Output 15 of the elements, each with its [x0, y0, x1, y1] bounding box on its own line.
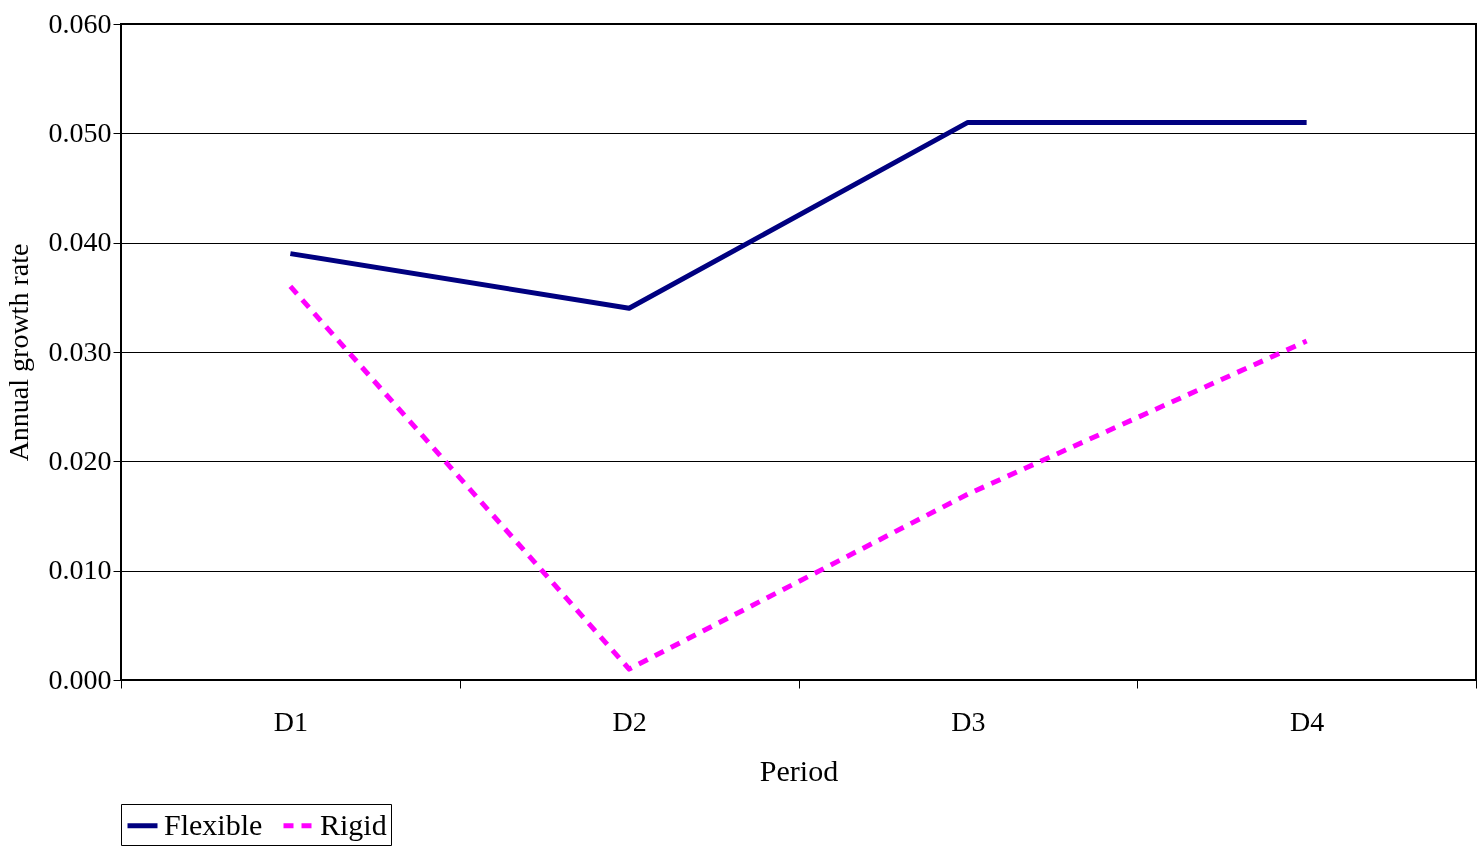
x-tick-label: D2 — [612, 705, 647, 737]
y-tick-label: 0.030 — [48, 335, 112, 367]
legend-label: Rigid — [320, 807, 387, 841]
x-tick-label: D3 — [951, 705, 986, 737]
x-axis-title: Period — [759, 753, 839, 787]
y-tick-label: 0.050 — [48, 116, 112, 148]
y-tick-label: 0.000 — [48, 663, 112, 695]
y-axis-title: Annual growth rate — [2, 243, 34, 462]
y-tick-label: 0.040 — [48, 226, 112, 258]
y-tick-label: 0.010 — [48, 554, 112, 586]
y-tick-label: 0.020 — [48, 444, 112, 476]
legend-label: Flexible — [164, 807, 263, 841]
y-tick-label: 0.060 — [48, 7, 112, 39]
x-tick-label: D4 — [1290, 705, 1325, 737]
x-tick-label: D1 — [273, 705, 308, 737]
